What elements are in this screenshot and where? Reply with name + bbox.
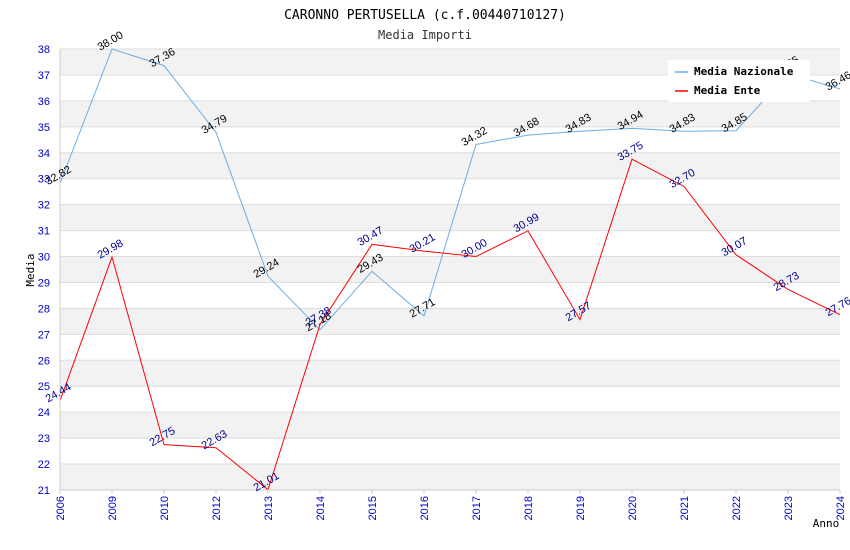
y-tick-label: 30 <box>38 252 50 264</box>
y-tick-label: 28 <box>38 303 50 315</box>
x-tick-label: 2019 <box>575 496 587 520</box>
data-label: 34.32 <box>460 125 490 149</box>
x-tick-label: 2024 <box>835 496 847 520</box>
x-tick-label: 2012 <box>211 496 223 520</box>
y-axis-label: Media <box>24 253 37 286</box>
y-tick-label: 26 <box>38 355 50 367</box>
x-tick-label: 2018 <box>523 496 535 520</box>
grid-band <box>60 464 840 490</box>
grid-band <box>60 360 840 387</box>
x-tick-label: 2010 <box>159 496 171 520</box>
y-tick-label: 35 <box>38 122 50 134</box>
x-tick-label: 2009 <box>107 496 119 520</box>
axes: 21 22 23 24 25 26 27 28 29 30 31 32 33 34 35 36 37 38 2006… <box>38 44 847 520</box>
grid-band <box>60 256 840 283</box>
y-tick-label: 21 <box>38 485 50 497</box>
x-tick-label: 2023 <box>783 496 795 520</box>
x-tick-label: 2022 <box>731 496 743 520</box>
legend-label-media-nazionale: Media Nazionale <box>694 65 794 78</box>
grid-band <box>60 152 840 179</box>
y-tick-label: 38 <box>38 44 50 56</box>
y-tick-label: 37 <box>38 70 50 82</box>
grid-band <box>60 412 840 439</box>
y-tick-label: 31 <box>38 226 50 238</box>
x-tick-label: 2020 <box>627 496 639 520</box>
y-tick-label: 23 <box>38 433 50 445</box>
series-line-media-nazionale <box>59 48 841 331</box>
legend-background <box>668 60 810 102</box>
x-tick-label: 2017 <box>471 496 483 520</box>
legend: Media Nazionale Media Ente <box>668 60 810 102</box>
grid-band <box>60 100 840 127</box>
grid-band <box>60 204 840 231</box>
y-tick-label: 32 <box>38 200 50 212</box>
x-tick-label: 2013 <box>263 496 275 520</box>
x-tick-label: 2015 <box>367 496 379 520</box>
grid-band <box>60 308 840 335</box>
x-tick-label: 2014 <box>315 496 327 520</box>
y-tick-label: 27 <box>38 329 50 341</box>
y-tick-label: 24 <box>38 407 50 419</box>
x-tick-label: 2016 <box>419 496 431 520</box>
y-tick-label: 29 <box>38 277 50 289</box>
legend-label-media-ente: Media Ente <box>694 84 761 97</box>
series-layer <box>59 48 841 491</box>
data-label: 32.82 <box>44 164 74 188</box>
y-tick-label: 36 <box>38 96 50 108</box>
grid <box>60 48 840 491</box>
x-axis-label: Anno <box>813 517 840 530</box>
y-tick-label: 33 <box>38 174 50 186</box>
x-tick-label: 2006 <box>55 496 67 520</box>
y-tick-label: 34 <box>38 148 50 160</box>
chart-title: CARONNO PERTUSELLA (c.f.00440710127) <box>284 8 566 23</box>
x-tick-label: 2021 <box>679 496 691 520</box>
y-tick-label: 22 <box>38 459 50 471</box>
y-tick-label: 25 <box>38 381 50 393</box>
chart-subtitle: Media Importi <box>378 28 472 42</box>
series-line-media-ente <box>59 158 841 491</box>
